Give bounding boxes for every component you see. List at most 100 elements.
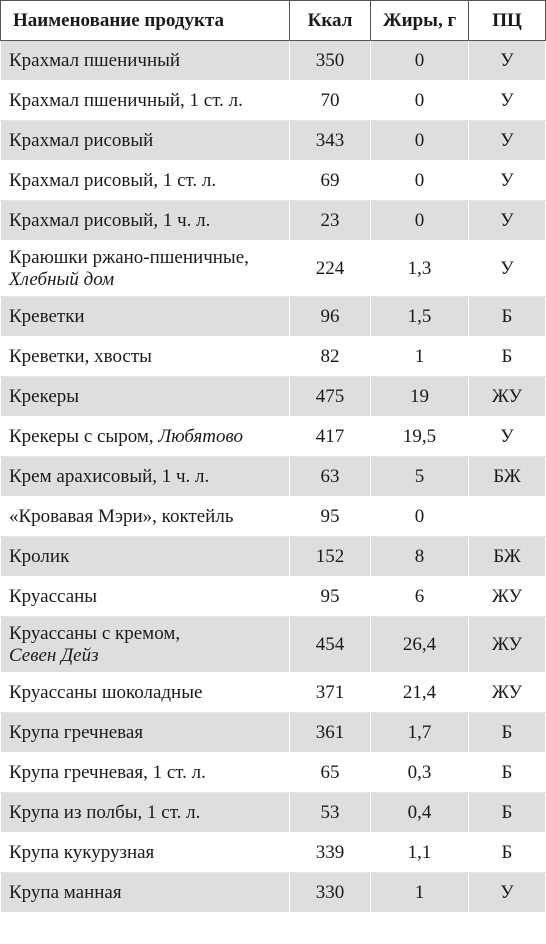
fat-value: 19,5 (370, 416, 469, 457)
product-name: Круассаны шоколадные (0, 672, 290, 713)
pc-value: Б (468, 792, 546, 833)
product-name: Крахмал рисовый (0, 120, 290, 161)
pc-value: Б (468, 832, 546, 873)
table-row: Креветки, хвосты 82 1 Б (0, 336, 546, 377)
pc-value: У (468, 200, 546, 241)
pc-value: У (468, 40, 546, 81)
table-row: Кролик 152 8 БЖ (0, 536, 546, 577)
kcal-value: 343 (289, 120, 371, 161)
pc-value: БЖ (468, 536, 546, 577)
product-name-text: Крекеры с сыром, (9, 425, 159, 447)
product-brand: Севен Дейз (9, 644, 99, 666)
pc-value: У (468, 80, 546, 121)
table-row: Круассаны 95 6 ЖУ (0, 576, 546, 617)
pc-value: ЖУ (468, 376, 546, 417)
product-name: Крахмал пшеничный, 1 ст. л. (0, 80, 290, 121)
kcal-value: 96 (289, 296, 371, 337)
table-row: Круассаны шоколадные 371 21,4 ЖУ (0, 672, 546, 713)
kcal-value: 70 (289, 80, 371, 121)
fat-value: 1,1 (370, 832, 469, 873)
table-body: Крахмал пшеничный 350 0 У Крахмал пшенич… (0, 40, 546, 913)
kcal-value: 69 (289, 160, 371, 201)
kcal-value: 454 (289, 616, 371, 673)
fat-value: 1,5 (370, 296, 469, 337)
table-row: Крупа из полбы, 1 ст. л. 53 0,4 Б (0, 792, 546, 833)
fat-value: 6 (370, 576, 469, 617)
pc-value: ЖУ (468, 672, 546, 713)
fat-value: 21,4 (370, 672, 469, 713)
product-name: Круассаны (0, 576, 290, 617)
column-header-fat: Жиры, г (370, 0, 469, 41)
nutrition-table: Наименование продукта Ккал Жиры, г ПЦ Кр… (0, 0, 546, 913)
product-name: Креветки (0, 296, 290, 337)
product-name: Крахмал рисовый, 1 ч. л. (0, 200, 290, 241)
kcal-value: 82 (289, 336, 371, 377)
table-row: Крахмал рисовый, 1 ч. л. 23 0 У (0, 200, 546, 241)
fat-value: 1 (370, 336, 469, 377)
table-header: Наименование продукта Ккал Жиры, г ПЦ (0, 0, 546, 41)
product-name: «Кровавая Мэри», коктейль (0, 496, 290, 537)
fat-value: 1,3 (370, 240, 469, 297)
fat-value: 8 (370, 536, 469, 577)
product-brand: Хлебный дом (9, 268, 115, 290)
fat-value: 0 (370, 160, 469, 201)
table-row: Крупа манная 330 1 У (0, 872, 546, 913)
kcal-value: 95 (289, 496, 371, 537)
product-name: Крупа кукурузная (0, 832, 290, 873)
product-name: Кролик (0, 536, 290, 577)
table-row: Крахмал рисовый, 1 ст. л. 69 0 У (0, 160, 546, 201)
table-row: «Кровавая Мэри», коктейль 95 0 (0, 496, 546, 537)
product-name-text: Краюшки ржано-пшеничные, (9, 246, 249, 268)
kcal-value: 53 (289, 792, 371, 833)
product-name: Крекеры (0, 376, 290, 417)
kcal-value: 63 (289, 456, 371, 497)
product-name: Крупа гречневая (0, 712, 290, 753)
table-row: Краюшки ржано-пшеничные, Хлебный дом 224 … (0, 240, 546, 297)
product-name: Крупа из полбы, 1 ст. л. (0, 792, 290, 833)
fat-value: 0 (370, 40, 469, 81)
header-row: Наименование продукта Ккал Жиры, г ПЦ (0, 0, 546, 41)
pc-value: У (468, 240, 546, 297)
pc-value: Б (468, 752, 546, 793)
column-header-pc: ПЦ (468, 0, 546, 41)
product-name-text: Круассаны с кремом, (9, 622, 181, 644)
kcal-value: 350 (289, 40, 371, 81)
fat-value: 5 (370, 456, 469, 497)
product-name: Крекеры с сыром, Любятово (0, 416, 290, 457)
kcal-value: 224 (289, 240, 371, 297)
product-name: Крем арахисовый, 1 ч. л. (0, 456, 290, 497)
table-row: Крекеры 475 19 ЖУ (0, 376, 546, 417)
kcal-value: 417 (289, 416, 371, 457)
kcal-value: 371 (289, 672, 371, 713)
kcal-value: 475 (289, 376, 371, 417)
fat-value: 0 (370, 200, 469, 241)
product-name: Креветки, хвосты (0, 336, 290, 377)
column-header-kcal: Ккал (289, 0, 371, 41)
fat-value: 0 (370, 120, 469, 161)
kcal-value: 330 (289, 872, 371, 913)
kcal-value: 339 (289, 832, 371, 873)
table-row: Крупа гречневая 361 1,7 Б (0, 712, 546, 753)
pc-value: БЖ (468, 456, 546, 497)
fat-value: 1 (370, 872, 469, 913)
product-brand: Любятово (158, 425, 244, 447)
kcal-value: 152 (289, 536, 371, 577)
pc-value (468, 496, 546, 537)
product-name: Крупа гречневая, 1 ст. л. (0, 752, 290, 793)
pc-value: ЖУ (468, 576, 546, 617)
table-row: Крупа кукурузная 339 1,1 Б (0, 832, 546, 873)
column-header-product: Наименование продукта (0, 0, 290, 41)
pc-value: У (468, 160, 546, 201)
pc-value: У (468, 416, 546, 457)
table-row: Крахмал пшеничный, 1 ст. л. 70 0 У (0, 80, 546, 121)
kcal-value: 361 (289, 712, 371, 753)
table-row: Крупа гречневая, 1 ст. л. 65 0,3 Б (0, 752, 546, 793)
kcal-value: 65 (289, 752, 371, 793)
pc-value: Б (468, 296, 546, 337)
table-row: Крекеры с сыром, Любятово 417 19,5 У (0, 416, 546, 457)
pc-value: У (468, 120, 546, 161)
fat-value: 19 (370, 376, 469, 417)
table-row: Крахмал пшеничный 350 0 У (0, 40, 546, 81)
product-name: Круассаны с кремом, Севен Дейз (0, 616, 290, 673)
table-row: Крахмал рисовый 343 0 У (0, 120, 546, 161)
